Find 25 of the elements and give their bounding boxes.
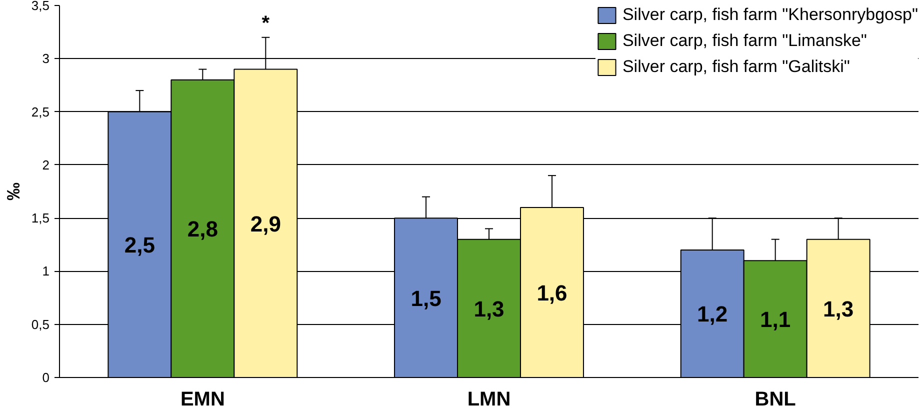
y-axis-title: ‰ [3, 182, 24, 200]
data-label: 1,3 [474, 296, 504, 322]
data-label: 2,9 [250, 211, 281, 236]
legend-label: Silver carp, fish farm "Galitski" [622, 57, 850, 77]
y-tick-label: 2,5 [31, 104, 50, 120]
data-label: 1,3 [823, 296, 854, 322]
y-tick-label: 0,5 [31, 316, 50, 332]
data-label: 1,1 [760, 307, 791, 332]
x-tick-label: EMN [180, 388, 225, 410]
data-label: 1,5 [410, 286, 442, 311]
data-label: 1,2 [697, 302, 728, 327]
legend-label: Silver carp, fish farm "Khersonrybgosp" [622, 5, 918, 25]
y-tick-label: 1 [42, 264, 50, 279]
data-label: 1,6 [536, 280, 568, 306]
x-tick-label: LMN [467, 388, 511, 410]
x-tick-label: BNL [754, 388, 796, 410]
y-tick-label: 1,5 [31, 210, 50, 226]
y-tick-label: 3 [42, 51, 50, 66]
data-label: 2,5 [124, 232, 155, 258]
legend-label: Silver carp, fish farm "Limanske" [622, 31, 867, 51]
y-tick-label: 0 [42, 370, 50, 385]
data-label: 2,8 [187, 216, 218, 242]
annotation: * [262, 12, 270, 34]
y-tick-label: 3,5 [31, 0, 50, 13]
y-tick-label: 2 [42, 157, 50, 172]
